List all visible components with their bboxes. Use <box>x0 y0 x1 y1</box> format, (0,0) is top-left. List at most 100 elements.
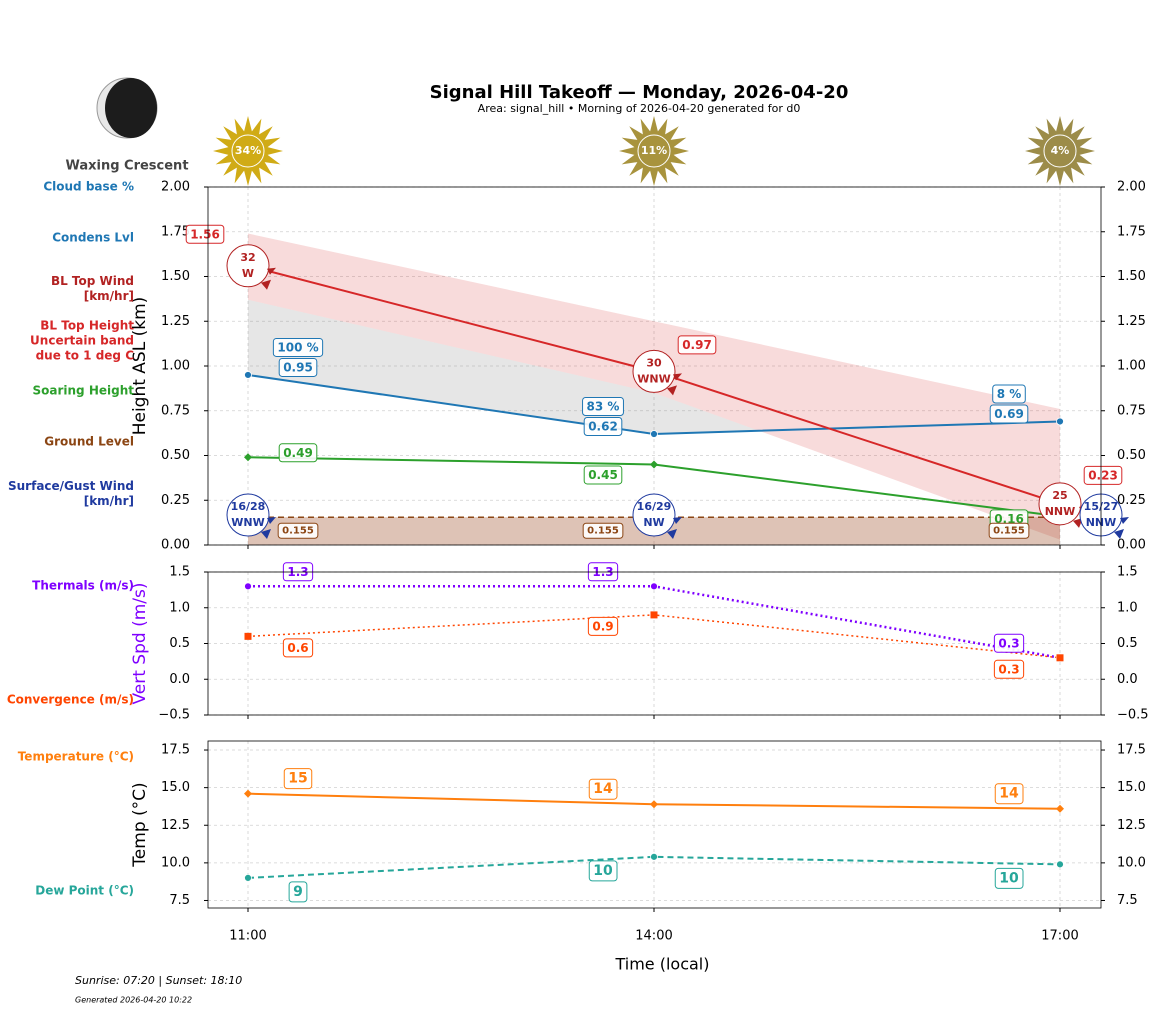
value-label: 0.95 <box>283 360 313 374</box>
y-tick-label: 10.0 <box>161 855 190 870</box>
value-label: 0.155 <box>993 525 1025 536</box>
footer-generated: Generated 2026-04-20 10:22 <box>75 996 192 1005</box>
value-label-box <box>992 384 1026 404</box>
series-label: Soaring Height <box>32 383 135 398</box>
wind-arrow <box>267 517 276 524</box>
y-tick-label: 0.00 <box>1117 538 1146 553</box>
y-tick-label: 1.5 <box>1117 565 1138 580</box>
wind-circle <box>632 349 676 393</box>
value-label-box <box>994 783 1024 805</box>
value-label: 0.23 <box>1088 468 1118 482</box>
y-tick-label: 1.5 <box>169 565 190 580</box>
value-label-box <box>583 417 623 437</box>
value-label-box <box>677 335 717 355</box>
x-tick-label: 14:00 <box>635 929 672 944</box>
y-tick-label: 1.50 <box>161 269 190 284</box>
value-label: 14 <box>999 786 1019 802</box>
wind-direction: NNW <box>1045 505 1076 518</box>
value-label: 0.97 <box>682 338 712 352</box>
value-label: 15 <box>288 771 307 787</box>
value-label: 83 % <box>587 400 620 414</box>
wind-speed: 16/28 <box>231 500 266 513</box>
value-label-box <box>282 638 314 658</box>
x-tick-label: 11:00 <box>229 929 266 944</box>
value-label: 0.49 <box>283 446 313 460</box>
value-label-box <box>582 522 624 539</box>
chart-subtitle: Area: signal_hill • Morning of 2026-04-2… <box>478 102 801 115</box>
marker <box>244 789 252 798</box>
value-label-box <box>272 337 324 357</box>
wind-arrow <box>261 529 271 539</box>
wind-arrow <box>673 373 682 381</box>
y-tick-label: 12.5 <box>1117 818 1146 833</box>
y-tick-label: 0.50 <box>161 448 190 463</box>
value-label: 14 <box>593 781 613 797</box>
y-tick-label: 17.5 <box>161 743 190 758</box>
wind-arrow <box>667 529 677 539</box>
value-label: 0.9 <box>592 619 613 633</box>
value-label: 0.3 <box>998 662 1019 676</box>
footer-sun: Sunrise: 07:20 | Sunset: 18:10 <box>75 974 242 987</box>
marker <box>650 611 658 619</box>
y-tick-label: 12.5 <box>161 818 190 833</box>
y-tick-label: 0.00 <box>161 538 190 553</box>
value-label-box <box>283 768 313 790</box>
series-line <box>247 855 1061 879</box>
value-label: 0.69 <box>994 407 1024 421</box>
marker <box>1056 860 1064 869</box>
wind-arrow <box>1120 517 1129 524</box>
series-label: Thermals (m/s) <box>32 578 134 593</box>
wind-direction: WNW <box>637 372 670 385</box>
series-label: BL Top Height Uncertain band due to 1 de… <box>30 318 134 363</box>
wind-speed: 30 <box>646 356 662 369</box>
series-label: Condens Lvl <box>52 230 134 245</box>
value-label-box <box>185 224 225 244</box>
series-label: Ground Level <box>44 434 134 449</box>
wind-arrow <box>267 267 276 275</box>
y-tick-label: 15.0 <box>1117 780 1146 795</box>
marker <box>1056 654 1064 662</box>
y-tick-label: 0.50 <box>1117 448 1146 463</box>
y-tick-label: 17.5 <box>1117 743 1146 758</box>
moon-phase: Waxing Crescent <box>65 159 188 174</box>
value-label: 0.16 <box>994 512 1024 526</box>
marker <box>244 453 252 462</box>
value-label-box <box>277 522 319 539</box>
y-tick-label: 0.0 <box>169 672 190 687</box>
value-label: 100 % <box>277 340 318 354</box>
wind-direction: WNW <box>231 516 264 529</box>
y-tick-label: 0.25 <box>161 493 190 508</box>
series-label: Convergence (m/s) <box>6 692 134 707</box>
value-label-box <box>278 357 318 377</box>
value-label-box <box>288 881 308 903</box>
value-label: 0.45 <box>588 468 618 482</box>
value-label-box <box>588 860 618 882</box>
wind-direction: W <box>242 267 254 280</box>
y-tick-label: 0.5 <box>169 636 190 651</box>
marker <box>650 430 658 438</box>
wind-speed: 32 <box>240 251 255 264</box>
marker <box>650 582 658 591</box>
x-axis-label: Time (local) <box>614 955 709 974</box>
series-label: Cloud base % <box>43 179 134 194</box>
y-axis-label: Temp (°C) <box>130 782 150 867</box>
y-tick-label: 0.5 <box>1117 636 1138 651</box>
value-label-box <box>989 404 1029 424</box>
sun-label: 11% <box>641 144 667 157</box>
chart-title: Signal Hill Takeoff — Monday, 2026-04-20 <box>430 82 849 103</box>
wind-circle <box>1038 482 1082 526</box>
value-label: 9 <box>293 884 303 900</box>
sun-label: 4% <box>1051 144 1070 157</box>
y-tick-label: 0.75 <box>1117 403 1146 418</box>
sun-core <box>231 134 265 168</box>
marker <box>650 852 658 861</box>
y-tick-label: 15.0 <box>161 780 190 795</box>
y-tick-label: −0.5 <box>158 708 190 723</box>
value-label-box <box>993 659 1025 679</box>
wind-speed: 25 <box>1052 489 1067 502</box>
y-tick-label: 1.25 <box>161 314 190 329</box>
wind-arrow <box>1114 529 1124 539</box>
value-label-box <box>994 867 1024 889</box>
